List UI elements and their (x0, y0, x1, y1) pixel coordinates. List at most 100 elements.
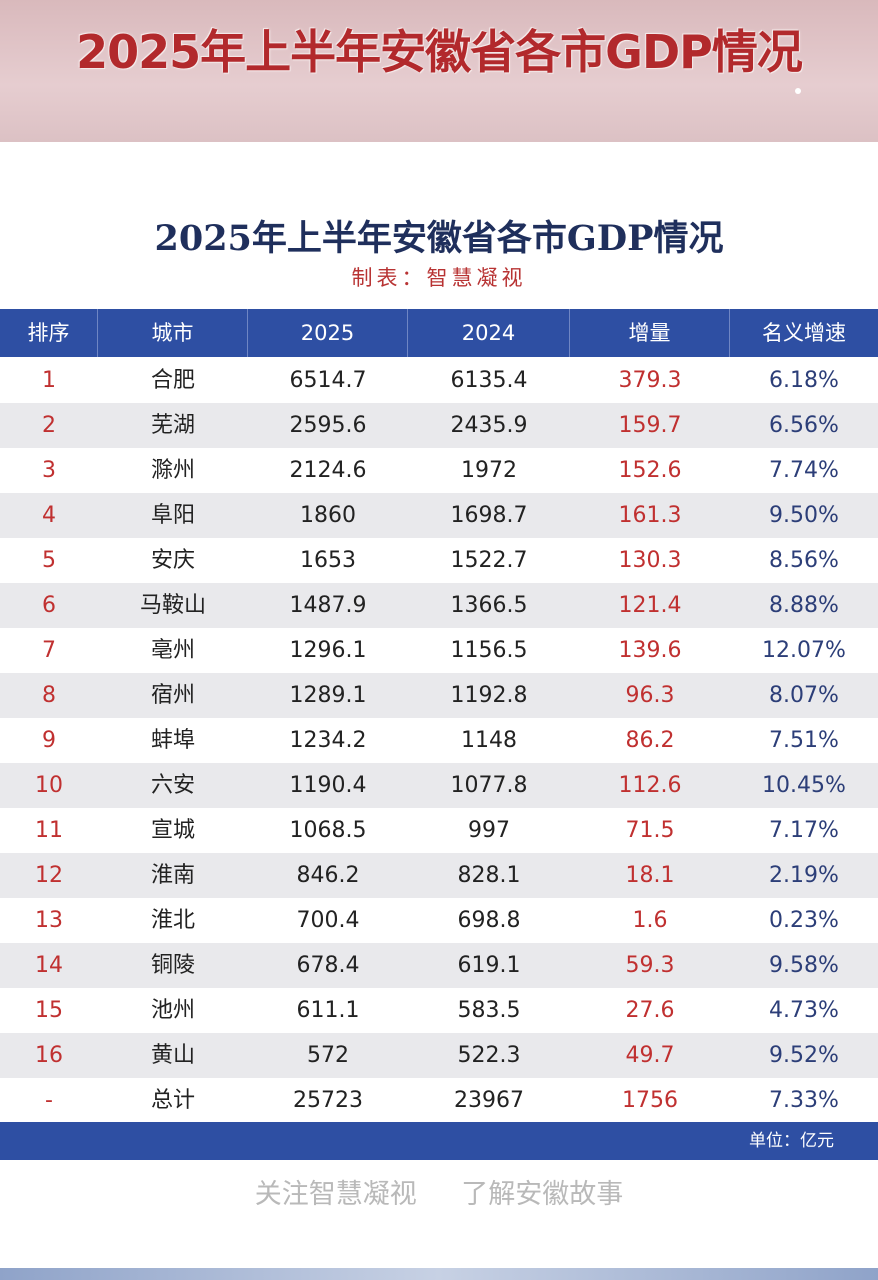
cell-increase: 152.6 (618, 458, 682, 483)
cell-rank: 4 (42, 503, 56, 528)
cell-2025: 1068.5 (289, 818, 367, 843)
cell-growth-rate: 8.56% (769, 548, 839, 573)
cell-growth-rate: 9.50% (769, 503, 839, 528)
cell-city: 宣城 (150, 818, 195, 843)
cell-2024: 1522.7 (450, 548, 528, 573)
bottom-strip (0, 1268, 878, 1280)
table-row: 4 阜阳 1860 1698.7 161.3 9.50% (0, 493, 878, 538)
cell-2025: 1190.4 (289, 773, 367, 798)
cell-increase: 71.5 (625, 818, 675, 843)
header-rank: 排序 (0, 309, 98, 357)
cell-2025: 1860 (300, 503, 356, 528)
cell-rank: 2 (42, 413, 56, 438)
cell-city: 合肥 (150, 368, 195, 393)
table-row: 12 淮南 846.2 828.1 18.1 2.19% (0, 853, 878, 898)
cell-increase: 139.6 (618, 638, 682, 663)
cell-city: 铜陵 (150, 953, 195, 978)
cell-increase: 161.3 (618, 503, 682, 528)
cell-2025: 2595.6 (289, 413, 367, 438)
cell-2024: 6135.4 (450, 368, 528, 393)
cell-rank: 15 (35, 998, 63, 1023)
cell-2025: 1487.9 (289, 593, 367, 618)
cell-2025: 1296.1 (289, 638, 367, 663)
cell-city: 黄山 (150, 1043, 195, 1068)
cell-rank: 12 (35, 863, 63, 888)
cell-rank: - (45, 1088, 53, 1113)
cell-increase: 96.3 (625, 683, 675, 708)
banner-title: 2025年上半年安徽省各市GDP情况 (76, 25, 803, 79)
cell-increase: 1.6 (632, 908, 668, 933)
cell-city: 马鞍山 (139, 593, 206, 618)
cell-increase: 112.6 (618, 773, 682, 798)
cell-city: 滁州 (150, 458, 195, 483)
header-city: 城市 (98, 309, 248, 357)
table-row: 3 滁州 2124.6 1972 152.6 7.74% (0, 448, 878, 493)
cell-increase: 121.4 (618, 593, 682, 618)
cell-growth-rate: 6.18% (769, 368, 839, 393)
cell-2025: 25723 (293, 1088, 363, 1113)
cell-2024: 997 (468, 818, 510, 843)
cell-city: 池州 (150, 998, 195, 1023)
cell-city: 宿州 (150, 683, 195, 708)
cell-rank: 13 (35, 908, 63, 933)
cell-rank: 3 (42, 458, 56, 483)
cell-city: 淮北 (150, 908, 195, 933)
cell-2025: 611.1 (296, 998, 360, 1023)
cell-rank: 9 (42, 728, 56, 753)
cell-increase: 159.7 (618, 413, 682, 438)
table-row: 10 六安 1190.4 1077.8 112.6 10.45% (0, 763, 878, 808)
cell-rank: 1 (42, 368, 56, 393)
cell-2024: 2435.9 (450, 413, 528, 438)
watermark-left: 关注智慧凝视 (254, 1179, 417, 1210)
cell-increase: 86.2 (625, 728, 675, 753)
cell-city: 芜湖 (150, 413, 195, 438)
cell-rank: 7 (42, 638, 56, 663)
cell-growth-rate: 7.17% (769, 818, 839, 843)
cell-2025: 2124.6 (289, 458, 367, 483)
cell-growth-rate: 8.88% (769, 593, 839, 618)
cell-growth-rate: 9.58% (769, 953, 839, 978)
table-subtitle: 制表：智慧凝视 (351, 266, 527, 290)
cell-2024: 1192.8 (450, 683, 528, 708)
cell-city: 蚌埠 (150, 728, 195, 753)
cell-growth-rate: 10.45% (762, 773, 846, 798)
table-row: 6 马鞍山 1487.9 1366.5 121.4 8.88% (0, 583, 878, 628)
table-row: 15 池州 611.1 583.5 27.6 4.73% (0, 988, 878, 1033)
header-growth-rate: 名义增速 (762, 321, 846, 345)
cell-growth-rate: 2.19% (769, 863, 839, 888)
cell-city: 亳州 (150, 638, 195, 663)
cell-city: 总计 (150, 1088, 195, 1113)
watermark-right: 了解安徽故事 (461, 1179, 624, 1210)
cell-rank: 10 (35, 773, 63, 798)
cell-growth-rate: 7.51% (769, 728, 839, 753)
cell-rank: 11 (35, 818, 63, 843)
table-row: 13 淮北 700.4 698.8 1.6 0.23% (0, 898, 878, 943)
decorative-dot (795, 88, 801, 94)
header-increase: 增量 (570, 309, 730, 357)
table-header: 排序 城市 2025 2024 增量 名义增速 (0, 309, 878, 357)
table-footer: 单位：亿元 (0, 1122, 878, 1160)
cell-2024: 1077.8 (450, 773, 528, 798)
cell-2025: 6514.7 (289, 368, 367, 393)
header-2024: 2024 (408, 309, 570, 357)
table-row: 9 蚌埠 1234.2 1148 86.2 7.51% (0, 718, 878, 763)
table-row: 8 宿州 1289.1 1192.8 96.3 8.07% (0, 673, 878, 718)
cell-growth-rate: 6.56% (769, 413, 839, 438)
cell-rank: 16 (35, 1043, 63, 1068)
cell-increase: 130.3 (618, 548, 682, 573)
cell-increase: 1756 (622, 1088, 678, 1113)
watermark: 关注智慧凝视 了解安徽故事 (0, 1172, 878, 1211)
cell-growth-rate: 0.23% (769, 908, 839, 933)
cell-2025: 846.2 (296, 863, 360, 888)
cell-growth-rate: 12.07% (762, 638, 846, 663)
cell-increase: 59.3 (625, 953, 675, 978)
cell-growth-rate: 8.07% (769, 683, 839, 708)
cell-increase: 379.3 (618, 368, 682, 393)
table-row: 7 亳州 1296.1 1156.5 139.6 12.07% (0, 628, 878, 673)
table-row: - 总计 25723 23967 1756 7.33% (0, 1078, 878, 1123)
cell-2024: 619.1 (457, 953, 521, 978)
cell-growth-rate: 7.74% (769, 458, 839, 483)
header-2025: 2025 (248, 309, 408, 357)
cell-2025: 1653 (300, 548, 356, 573)
cell-city: 安庆 (150, 548, 195, 573)
